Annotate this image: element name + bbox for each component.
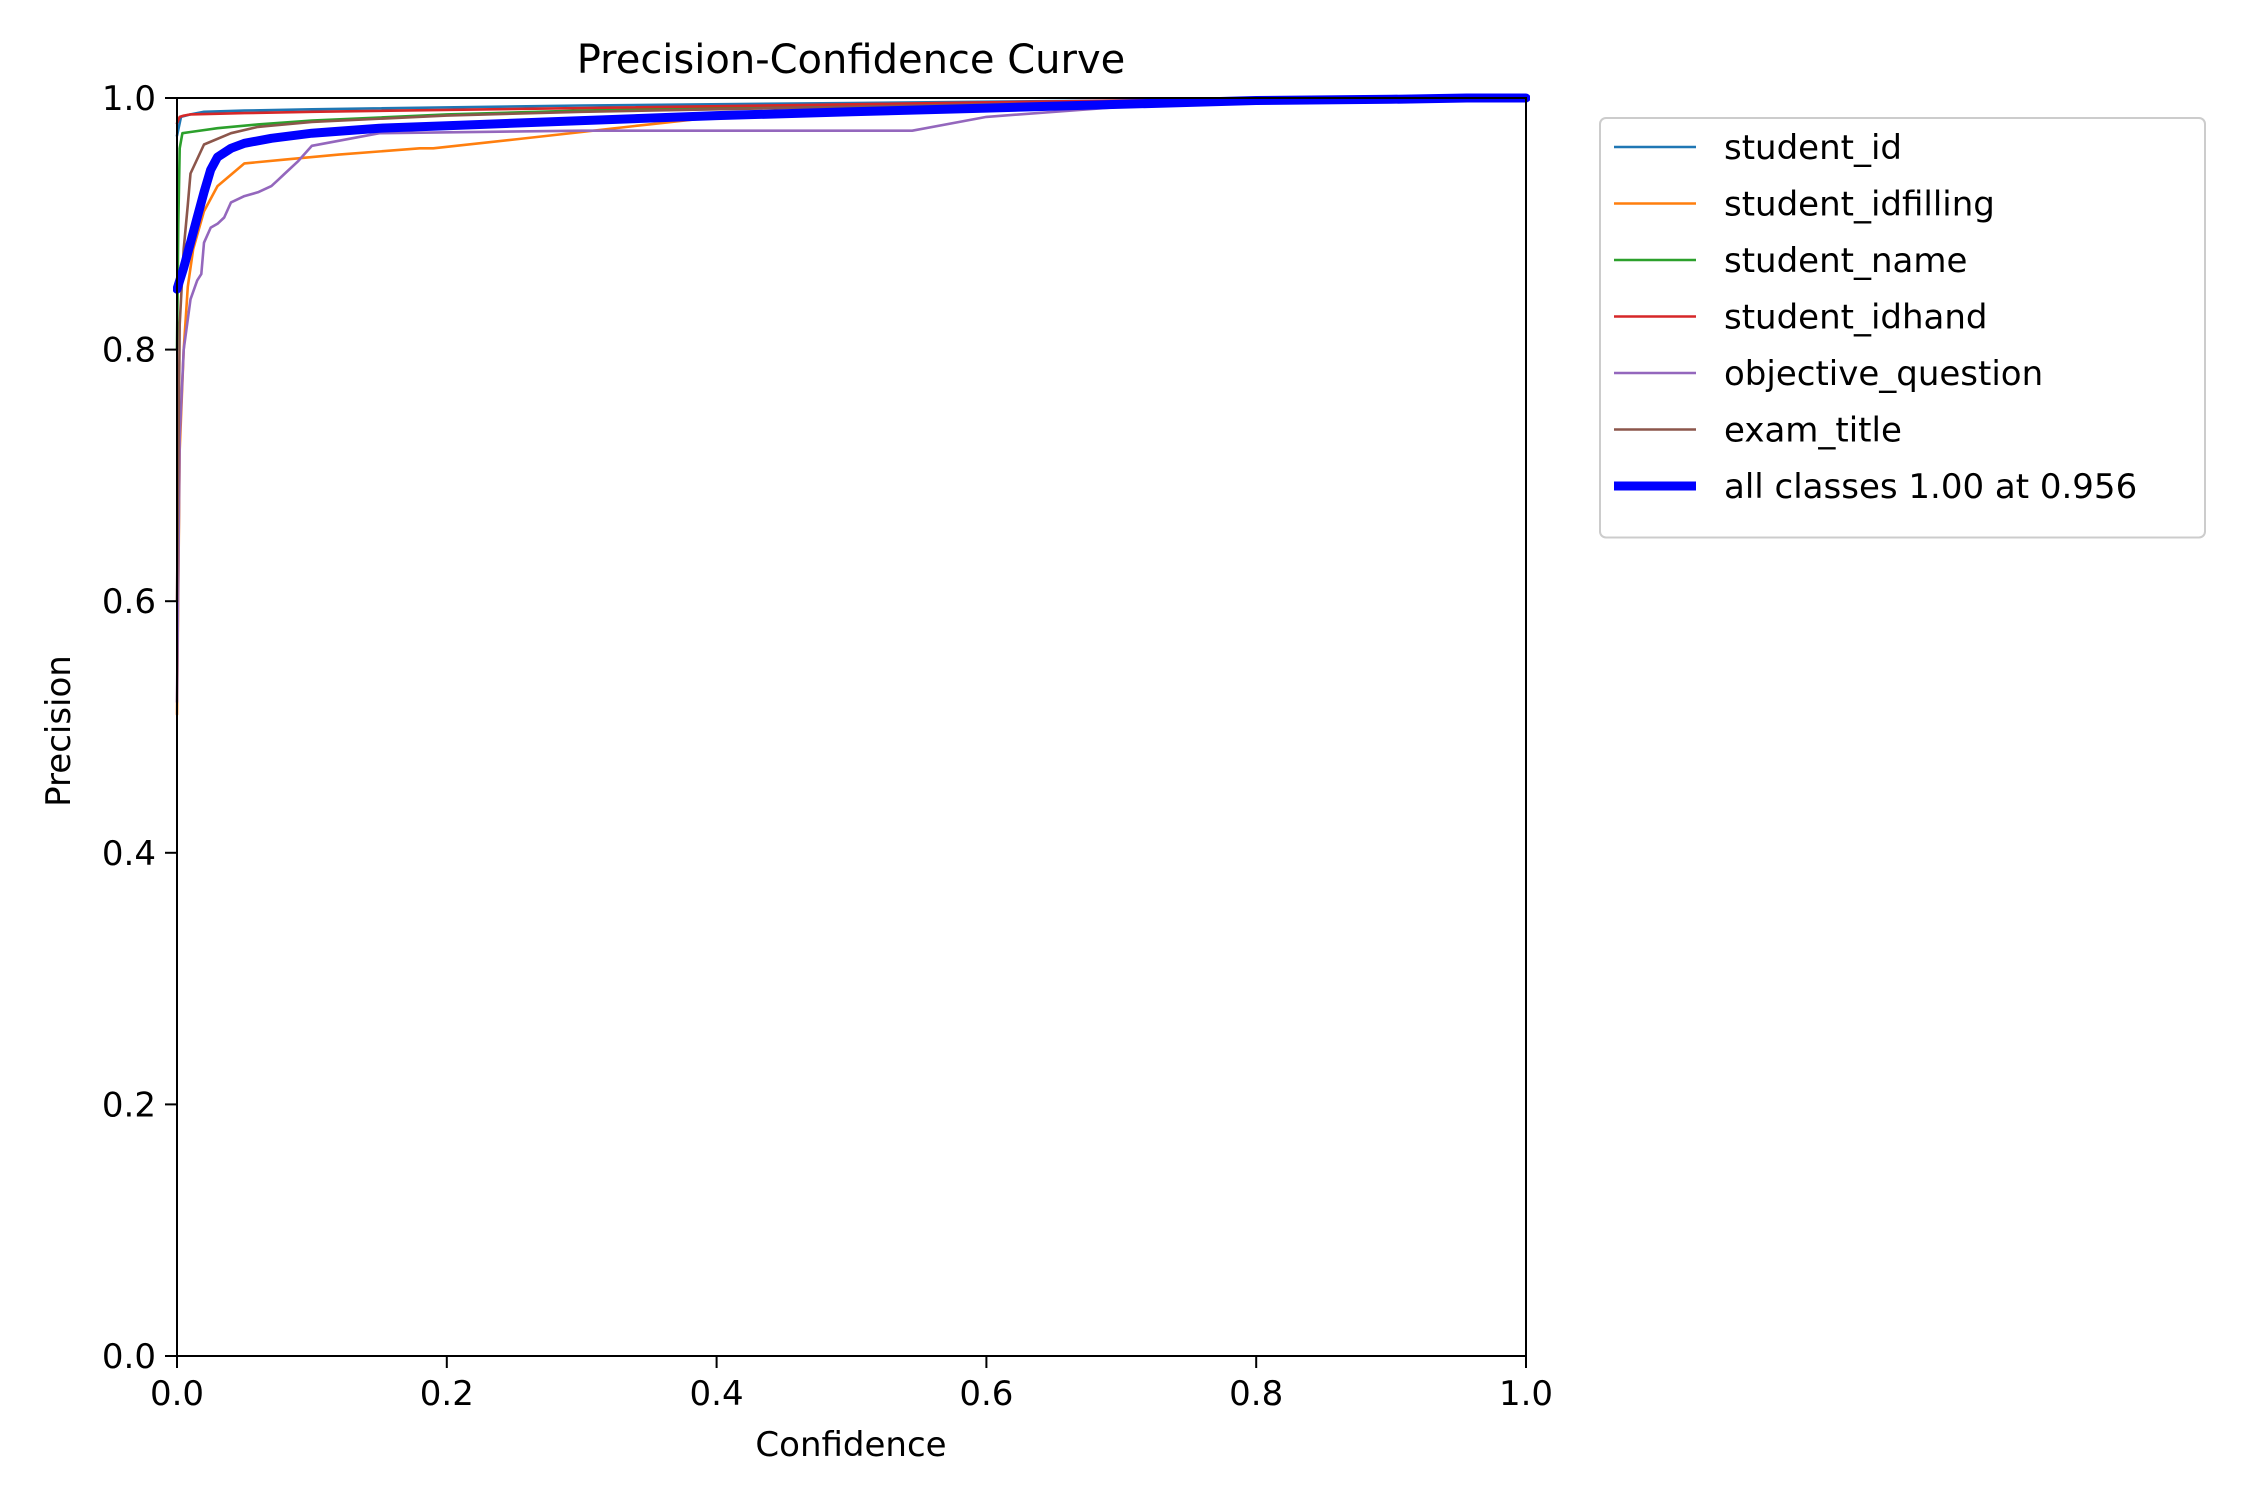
series-line-student-name — [175, 96, 1528, 351]
series-line-all-classes-1-00-at-0-956 — [173, 93, 1530, 294]
legend: student_id student_idfilling student_names… — [1599, 117, 2206, 539]
y-tick-label: 1.0 — [102, 79, 156, 119]
axes: 0.0 0.2 0.4 0.6 0.8 1.0 0.0 0.2 0.4 0.6 0.8 1.0 — [102, 79, 1553, 1414]
legend-label: student_idhand — [1724, 298, 1988, 338]
legend-label: exam_title — [1724, 411, 1902, 451]
y-tick-label: 0.0 — [102, 1337, 156, 1377]
legend-item: objective_question — [1614, 354, 2043, 394]
series-line-exam-title — [175, 96, 1528, 603]
legend-label: all classes 1.00 at 0.956 — [1724, 467, 2137, 507]
series-line-student-idfilling — [175, 96, 1528, 716]
y-axis-label: Precision — [39, 655, 79, 807]
legend-item: all classes 1.00 at 0.956 — [1614, 467, 2137, 507]
legend-label: student_name — [1724, 241, 1967, 281]
legend-label: objective_question — [1724, 354, 2043, 394]
legend-item: student_id — [1614, 128, 1902, 168]
legend-label: student_idfilling — [1724, 185, 1995, 225]
x-axis-label: Confidence — [755, 1425, 946, 1465]
plot-area — [173, 93, 1530, 716]
legend-item: student_idhand — [1614, 298, 1988, 338]
legend-label: student_id — [1724, 128, 1902, 168]
x-tick-label: 0.6 — [959, 1374, 1013, 1414]
y-tick-label: 0.8 — [102, 331, 156, 371]
x-tick-label: 0.0 — [150, 1374, 204, 1414]
legend-item: student_name — [1614, 241, 1967, 281]
legend-box — [1599, 117, 2206, 539]
y-tick-label: 0.2 — [102, 1085, 156, 1125]
legend-item: student_idfilling — [1614, 185, 1995, 225]
legend-item: exam_title — [1614, 411, 1902, 451]
series-line-objective-question — [175, 96, 1528, 704]
chart-title: Precision-Confidence Curve — [577, 37, 1126, 83]
y-tick-label: 0.6 — [102, 582, 156, 622]
x-tick-label: 1.0 — [1499, 1374, 1553, 1414]
x-tick-label: 0.4 — [690, 1374, 744, 1414]
y-tick-label: 0.4 — [102, 834, 156, 874]
x-tick-label: 0.8 — [1229, 1374, 1283, 1414]
plot-frame — [176, 97, 1527, 1357]
x-tick-label: 0.2 — [420, 1374, 474, 1414]
